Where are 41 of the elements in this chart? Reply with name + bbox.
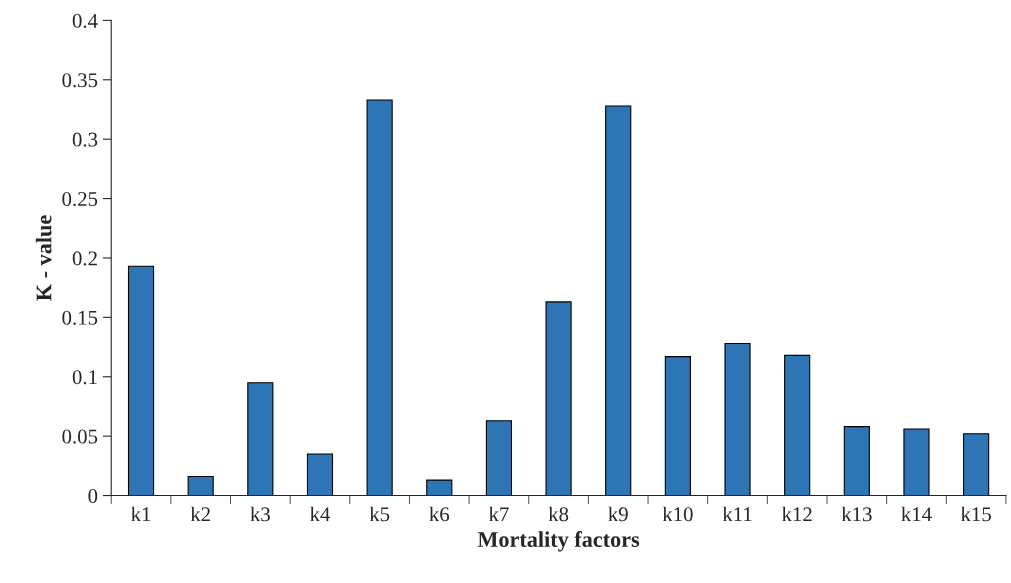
y-tick-label: 0.15 bbox=[62, 310, 98, 325]
y-tick-label: 0.2 bbox=[72, 251, 97, 266]
bar bbox=[187, 475, 214, 496]
x-tick-label: k10 bbox=[662, 506, 693, 522]
bar bbox=[843, 426, 870, 496]
x-tick-label: k12 bbox=[781, 506, 812, 522]
bar bbox=[664, 356, 691, 496]
y-axis-title: K - value bbox=[35, 215, 52, 301]
y-tick-label: 0 bbox=[88, 488, 98, 503]
x-tick-label: k8 bbox=[548, 506, 569, 522]
x-tick-label: k11 bbox=[722, 506, 752, 522]
bar bbox=[426, 479, 453, 496]
x-tick-label: k2 bbox=[190, 506, 210, 522]
bar bbox=[605, 105, 632, 496]
x-tick-label: k7 bbox=[488, 506, 509, 522]
y-tick-label: 0.3 bbox=[72, 132, 98, 147]
x-tick-label: k1 bbox=[131, 506, 151, 522]
x-tick-label: k13 bbox=[841, 506, 872, 522]
x-tick-label: k3 bbox=[250, 506, 270, 522]
bar bbox=[247, 382, 274, 496]
x-tick-label: k14 bbox=[901, 506, 932, 522]
bar bbox=[127, 265, 155, 496]
y-tick-label: 0.1 bbox=[72, 370, 97, 385]
bar bbox=[724, 342, 751, 496]
bar bbox=[963, 433, 990, 496]
x-tick-label: k9 bbox=[608, 506, 628, 522]
bar bbox=[366, 99, 393, 496]
y-tick-label: 0.25 bbox=[62, 191, 98, 207]
x-tick-label: k15 bbox=[960, 506, 991, 522]
y-tick-label: 0.05 bbox=[62, 429, 98, 444]
bar bbox=[306, 453, 334, 496]
x-tick-label: k5 bbox=[369, 506, 390, 522]
bar bbox=[485, 420, 513, 496]
y-tick-label: 0.35 bbox=[62, 73, 98, 88]
bar bbox=[545, 301, 572, 496]
x-tick-label: k6 bbox=[429, 506, 450, 522]
bar bbox=[903, 428, 930, 496]
y-tick-label: 0.4 bbox=[72, 13, 98, 28]
bar bbox=[784, 354, 811, 496]
x-axis-title: Mortality factors bbox=[477, 531, 640, 552]
x-tick-label: k4 bbox=[309, 506, 331, 522]
